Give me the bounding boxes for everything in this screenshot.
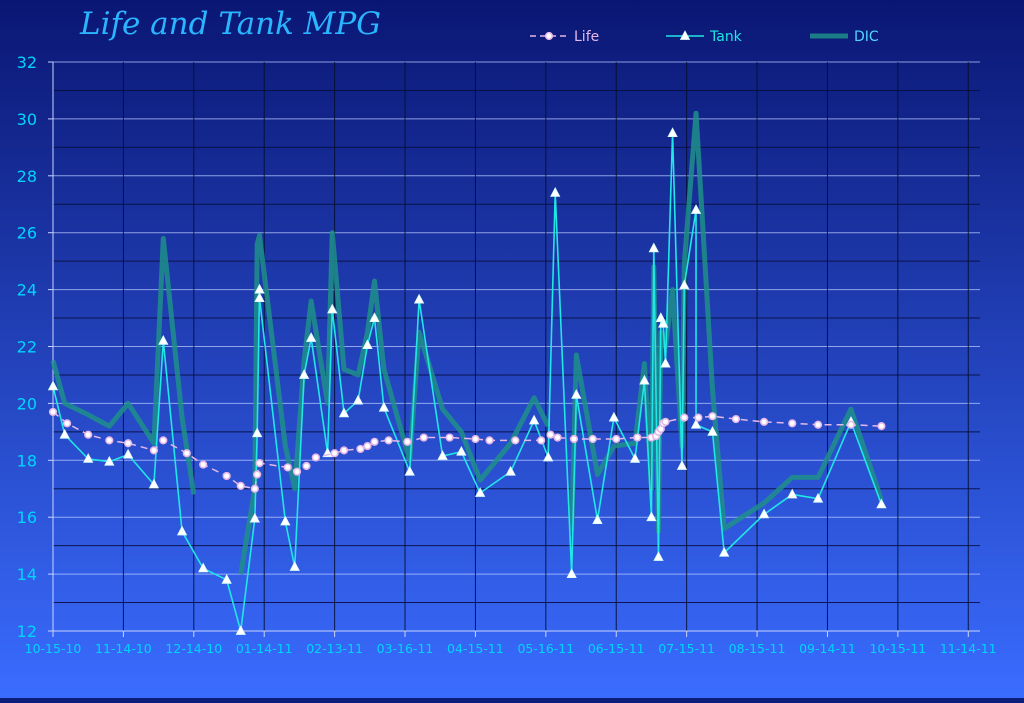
x-tick-label: 10-15-11 bbox=[869, 641, 926, 656]
data-point-life bbox=[613, 436, 620, 443]
data-point-life bbox=[681, 414, 688, 421]
x-tick-label: 12-14-10 bbox=[165, 641, 222, 656]
data-point-life bbox=[85, 431, 92, 438]
legend-label-tank: Tank bbox=[709, 29, 743, 45]
data-point-life bbox=[554, 434, 561, 441]
data-point-life bbox=[472, 436, 479, 443]
legend-label-dic: DIC bbox=[854, 29, 879, 45]
data-point-life bbox=[695, 414, 702, 421]
data-point-life bbox=[200, 461, 207, 468]
data-point-life bbox=[538, 437, 545, 444]
data-point-life bbox=[50, 409, 57, 416]
data-point-life bbox=[848, 421, 855, 428]
y-tick-label: 16 bbox=[17, 508, 37, 527]
data-point-life bbox=[486, 437, 493, 444]
data-point-life bbox=[571, 436, 578, 443]
x-tick-label: 11-14-10 bbox=[95, 641, 152, 656]
y-tick-label: 18 bbox=[17, 451, 37, 470]
data-point-life bbox=[254, 471, 261, 478]
data-point-life bbox=[385, 437, 392, 444]
chart-title: Life and Tank MPG bbox=[79, 6, 381, 42]
x-tick-label: 03-16-11 bbox=[377, 641, 434, 656]
data-point-life bbox=[106, 437, 113, 444]
data-point-life bbox=[357, 446, 364, 453]
x-tick-label: 11-14-11 bbox=[940, 641, 997, 656]
x-tick-label: 05-16-11 bbox=[517, 641, 574, 656]
y-tick-label: 14 bbox=[17, 565, 37, 584]
data-point-life bbox=[64, 420, 71, 427]
legend-marker-life bbox=[546, 33, 553, 40]
data-point-life bbox=[512, 437, 519, 444]
data-point-life bbox=[237, 483, 244, 490]
data-point-life bbox=[761, 419, 768, 426]
y-tick-label: 24 bbox=[17, 281, 37, 300]
data-point-life bbox=[421, 434, 428, 441]
x-tick-label: 06-15-11 bbox=[588, 641, 645, 656]
legend-label-life: Life bbox=[574, 29, 599, 45]
y-tick-label: 26 bbox=[17, 224, 37, 243]
data-point-life bbox=[815, 421, 822, 428]
data-point-life bbox=[371, 439, 378, 446]
data-point-life bbox=[341, 447, 348, 454]
x-tick-label: 09-14-11 bbox=[799, 641, 856, 656]
data-point-life bbox=[294, 468, 301, 475]
data-point-life bbox=[183, 450, 190, 457]
data-point-life bbox=[252, 485, 259, 492]
data-point-life bbox=[125, 440, 132, 447]
data-point-life bbox=[303, 463, 310, 470]
data-point-life bbox=[364, 443, 371, 450]
x-tick-label: 08-15-11 bbox=[729, 641, 786, 656]
x-tick-label: 10-15-10 bbox=[25, 641, 82, 656]
data-point-life bbox=[662, 419, 669, 426]
data-point-life bbox=[256, 460, 263, 467]
data-point-life bbox=[709, 413, 716, 420]
data-point-life bbox=[223, 473, 230, 480]
data-point-life bbox=[547, 431, 554, 438]
data-point-life bbox=[331, 450, 338, 457]
gridlines bbox=[53, 62, 980, 631]
data-point-life bbox=[589, 436, 596, 443]
data-point-life bbox=[634, 434, 641, 441]
y-tick-label: 22 bbox=[17, 338, 37, 357]
y-tick-label: 28 bbox=[17, 167, 37, 186]
y-tick-label: 30 bbox=[17, 110, 37, 129]
data-point-life bbox=[446, 434, 453, 441]
data-point-life bbox=[404, 439, 411, 446]
data-point-life bbox=[878, 423, 885, 430]
data-point-life bbox=[789, 420, 796, 427]
y-tick-label: 32 bbox=[17, 53, 37, 72]
y-tick-label: 12 bbox=[17, 622, 37, 641]
data-point-life bbox=[733, 416, 740, 423]
data-point-life bbox=[151, 447, 158, 454]
y-tick-label: 20 bbox=[17, 394, 37, 413]
x-tick-label: 04-15-11 bbox=[447, 641, 504, 656]
data-point-life bbox=[313, 454, 320, 461]
x-tick-label: 02-13-11 bbox=[306, 641, 363, 656]
x-tick-label: 07-15-11 bbox=[658, 641, 715, 656]
data-point-life bbox=[284, 464, 291, 471]
data-point-life bbox=[160, 437, 167, 444]
x-tick-label: 01-14-11 bbox=[236, 641, 293, 656]
